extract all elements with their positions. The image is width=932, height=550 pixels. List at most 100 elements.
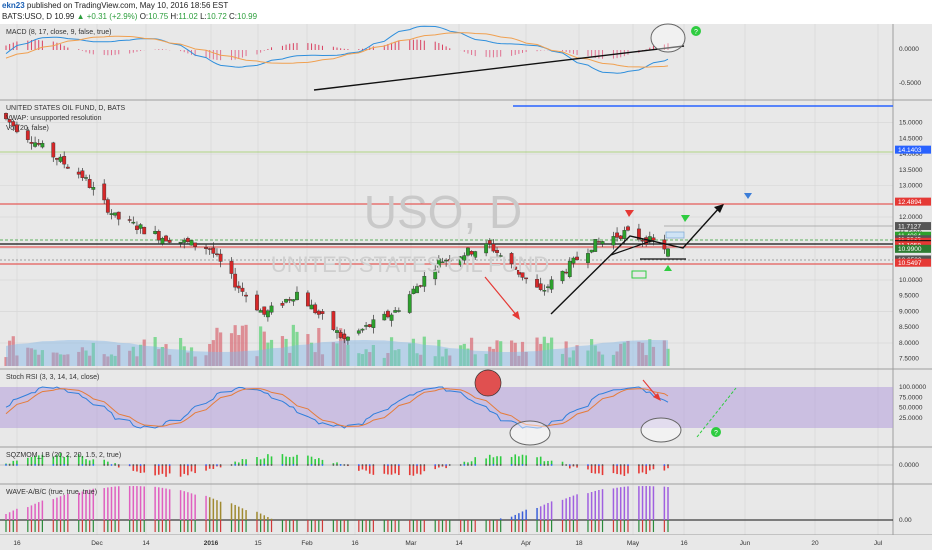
candle-body bbox=[466, 247, 470, 256]
target-box[interactable] bbox=[665, 231, 685, 239]
volume-bar bbox=[109, 354, 114, 366]
sqz-dot bbox=[561, 464, 564, 466]
chart-header: ekn23 published on TradingView.com, May … bbox=[0, 0, 932, 24]
sqz-dot bbox=[332, 464, 335, 466]
candle-body bbox=[422, 276, 427, 287]
candle-body bbox=[516, 270, 521, 275]
green-up-marker-icon[interactable] bbox=[664, 265, 672, 271]
symbol-label[interactable]: BATS:USO, D bbox=[2, 12, 53, 21]
price-tag bbox=[895, 258, 931, 267]
volume-bar bbox=[280, 336, 285, 366]
author-name[interactable]: ekn23 bbox=[2, 1, 25, 10]
stoch-green-arrow[interactable] bbox=[696, 387, 737, 438]
volume-bar bbox=[113, 355, 117, 366]
candle-body bbox=[76, 171, 81, 175]
volume-bar bbox=[644, 355, 648, 366]
volume-bar bbox=[648, 339, 652, 366]
blue-marker-icon[interactable] bbox=[744, 193, 752, 199]
support-resistance-lines[interactable] bbox=[0, 105, 893, 265]
macd-circle[interactable] bbox=[650, 23, 686, 53]
green-flag-icon[interactable] bbox=[631, 270, 647, 279]
macd-question-icon[interactable] bbox=[691, 26, 701, 36]
sqz-dot bbox=[132, 464, 135, 466]
sqz-label[interactable]: SQZMOM_LB (20, 2, 20, 1.5, 2, true) bbox=[6, 452, 121, 459]
candle-body bbox=[233, 273, 238, 288]
macd-label[interactable]: MACD (8, 17, close, 9, false, true) bbox=[6, 29, 111, 36]
price-label[interactable]: UNITED STATES OIL FUND, D, BATS bbox=[6, 105, 125, 112]
red-marker-icon[interactable] bbox=[625, 210, 634, 217]
candle-body bbox=[651, 237, 656, 241]
sqz-dot bbox=[12, 464, 15, 466]
sqz-dot bbox=[648, 464, 651, 466]
volume-bar bbox=[259, 326, 263, 366]
candle-body bbox=[444, 259, 449, 262]
candle-body bbox=[84, 177, 88, 179]
volume-bar bbox=[499, 341, 503, 366]
stoch-low-circle-2[interactable] bbox=[640, 417, 682, 443]
sqz-dot bbox=[343, 464, 346, 466]
candle-body bbox=[386, 310, 390, 318]
sqz-dot bbox=[652, 464, 655, 466]
sqz-dot bbox=[587, 464, 589, 466]
sqz-dot bbox=[263, 464, 266, 466]
candle-body bbox=[4, 113, 8, 120]
sqz-dot bbox=[5, 464, 7, 466]
candle-body bbox=[258, 310, 263, 313]
candle-body bbox=[142, 226, 147, 235]
candle-body bbox=[229, 260, 234, 274]
macd-trend-line[interactable] bbox=[313, 45, 685, 91]
volume-bar bbox=[106, 356, 110, 366]
vwap-label[interactable]: VWAP: unsupported resolution bbox=[6, 115, 102, 122]
wave-abc-pane bbox=[0, 486, 893, 532]
green-marker-icon[interactable] bbox=[681, 215, 690, 222]
volume-bar bbox=[411, 338, 415, 366]
candle-body bbox=[469, 251, 474, 255]
grid-lines bbox=[0, 24, 893, 535]
sqz-dot bbox=[594, 464, 597, 466]
candle-body bbox=[513, 266, 518, 270]
time-axis[interactable]: 16 Dec 14 2016 15 Feb 16 Mar 14 Apr 18 May 16 Jun 20 Ju… bbox=[13, 540, 882, 547]
volume-bar bbox=[309, 342, 314, 366]
sqz-dot bbox=[63, 464, 66, 466]
wedge-lower-line[interactable] bbox=[610, 240, 652, 256]
sqz-dot bbox=[41, 464, 44, 466]
candle-body bbox=[440, 261, 445, 263]
sqz-dot bbox=[237, 464, 240, 466]
volume-bar bbox=[66, 354, 70, 366]
volume-bar bbox=[117, 345, 121, 366]
price-tag-text: 12.4894 bbox=[898, 199, 922, 206]
stoch-label[interactable]: Stoch RSI (3, 3, 14, 14, close) bbox=[6, 374, 99, 381]
volume-bar bbox=[342, 332, 346, 366]
sqz-dot bbox=[128, 464, 131, 466]
volume-bar bbox=[546, 343, 550, 366]
candle-body bbox=[411, 288, 416, 295]
candle-body bbox=[498, 255, 503, 257]
candle-body bbox=[393, 310, 398, 313]
candle-body bbox=[87, 179, 92, 188]
sqz-dot bbox=[117, 464, 120, 466]
sqz-dot bbox=[114, 464, 117, 466]
candle-body bbox=[15, 124, 19, 133]
volume-bar bbox=[586, 350, 590, 366]
candle-body bbox=[396, 310, 401, 312]
sqz-dot bbox=[205, 464, 207, 466]
stoch-red-circle[interactable] bbox=[474, 369, 502, 397]
wave-label[interactable]: WAVE-A/B/C (true, true, true) bbox=[6, 489, 97, 496]
price-tag-text: 10.9900 bbox=[898, 246, 922, 253]
stoch-question-icon[interactable] bbox=[711, 427, 721, 437]
volume-bar bbox=[33, 349, 37, 366]
candle-body bbox=[316, 310, 321, 315]
stoch-low-circle-1[interactable] bbox=[509, 420, 551, 446]
volume-bar bbox=[320, 354, 325, 366]
ohlc-line: BATS:USO, D 10.99 ▲ +0.31 (+2.9%) O:10.7… bbox=[2, 12, 257, 21]
close-value: 10.99 bbox=[237, 12, 258, 21]
drawings[interactable]: ? ? bbox=[313, 23, 752, 446]
wedge-trend-line[interactable] bbox=[550, 206, 721, 315]
candle-body bbox=[65, 166, 70, 169]
candle-body bbox=[666, 248, 670, 257]
red-down-arrow-line[interactable] bbox=[484, 276, 519, 318]
sqz-dot bbox=[390, 464, 393, 466]
volume-bar bbox=[433, 356, 437, 366]
volume-label[interactable]: Vol (20, false) bbox=[6, 125, 49, 132]
